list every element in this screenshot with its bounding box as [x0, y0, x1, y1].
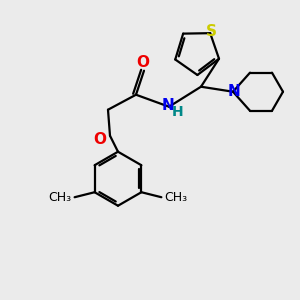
Text: O: O	[94, 132, 106, 147]
Text: H: H	[172, 105, 184, 119]
Text: O: O	[136, 55, 149, 70]
Text: N: N	[162, 98, 174, 113]
Text: N: N	[228, 84, 240, 99]
Text: CH₃: CH₃	[49, 191, 72, 204]
Text: S: S	[206, 24, 217, 39]
Text: CH₃: CH₃	[164, 191, 188, 204]
